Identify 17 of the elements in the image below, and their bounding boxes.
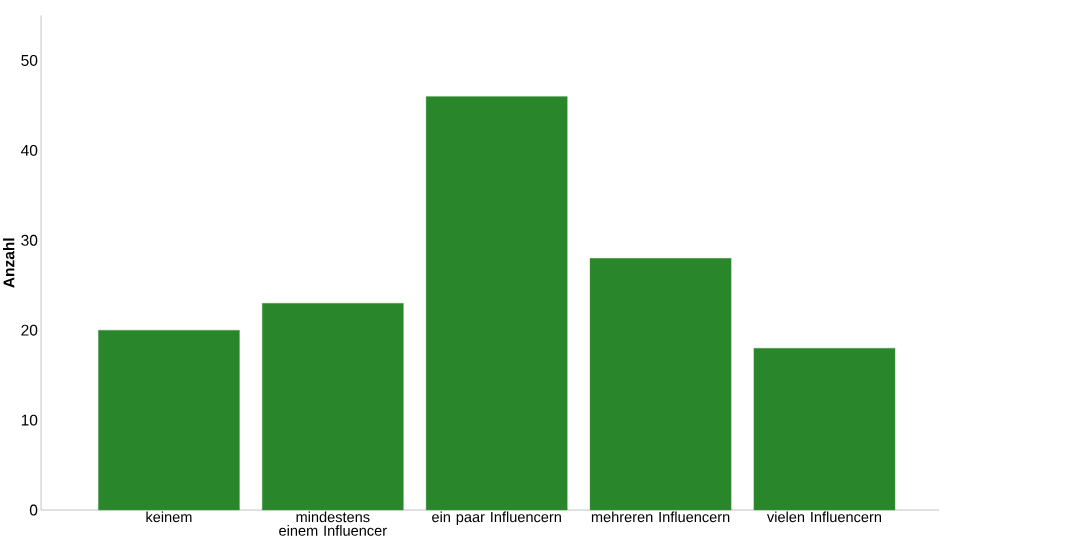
bar [425,96,568,511]
x-tick-label: vielen Influencern [766,511,881,523]
y-tick-label: 10 [21,414,38,426]
bar [589,258,732,511]
y-tick-label: 50 [21,54,38,66]
bar [98,330,240,511]
x-tick-label: keinem [146,511,192,523]
bar [262,303,404,511]
bar [753,348,896,511]
x-tick-label: mindestens einem Influencer [279,511,387,536]
x-tick-label: mehreren Influencern [591,511,730,523]
x-tick-label: ein paar Influencern [432,511,561,526]
y-tick-label: 30 [21,234,38,246]
y-tick-label: 20 [21,324,38,336]
y-axis-title: Anzahl [3,238,15,288]
y-tick-label: 40 [21,144,38,156]
y-tick-label: 0 [29,504,38,516]
